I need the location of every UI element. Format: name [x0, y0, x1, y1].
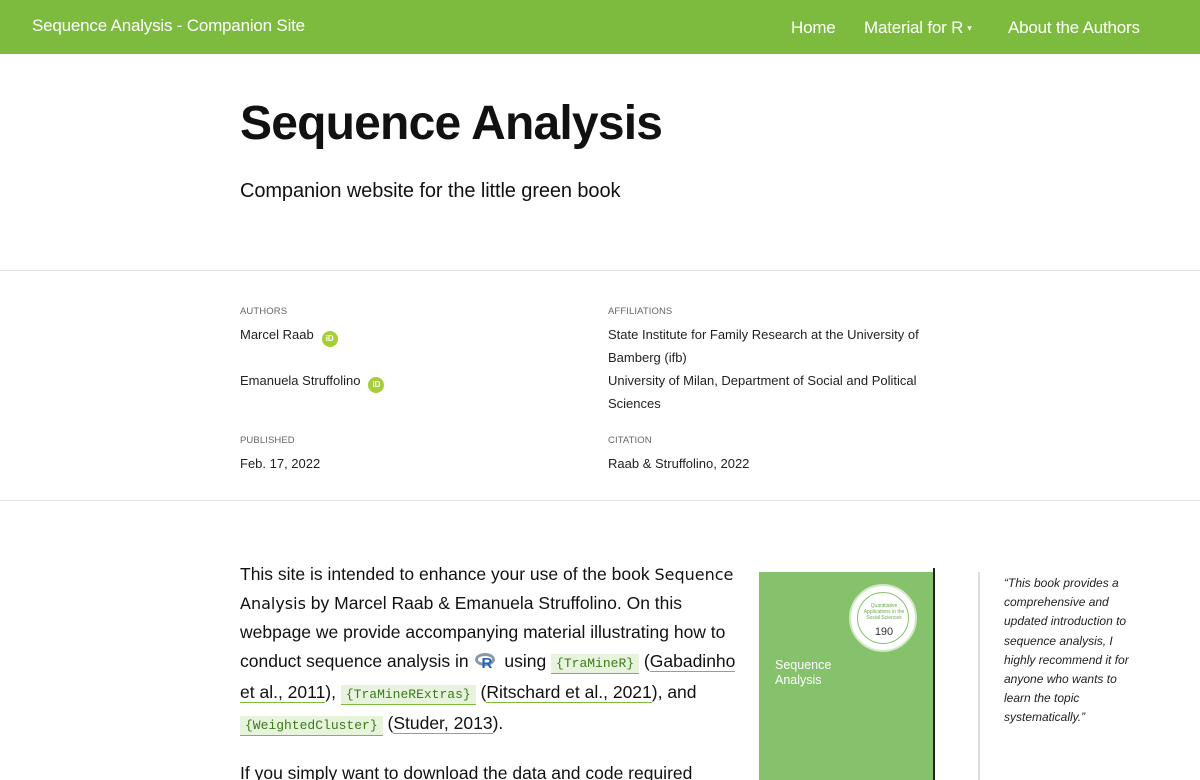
affiliations-heading: AFFILIATIONS [608, 306, 673, 317]
citation-heading: CITATION [608, 435, 652, 446]
text-segment: using [499, 651, 552, 671]
package-link-traminerextras[interactable]: {TraMineRExtras} [340, 685, 476, 705]
orcid-icon[interactable]: iD [321, 331, 338, 347]
intro-paragraph: This site is intended to enhance your us… [240, 560, 752, 740]
cover-title: Sequence Analysis [775, 658, 832, 687]
top-navbar: Sequence Analysis - Companion Site Home … [0, 0, 1200, 54]
citation-text: Raab & Struffolino, 2022 [608, 456, 750, 471]
download-paragraph: If you simply want to download the data … [240, 763, 693, 780]
author-name: Marcel Raab [240, 327, 314, 342]
nav-about-authors-link[interactable]: About the Authors [1008, 18, 1140, 37]
site-brand-link[interactable]: Sequence Analysis - Companion Site [32, 16, 305, 35]
page-title: Sequence Analysis [240, 97, 663, 150]
citation-link-studer[interactable]: Studer, 2013 [393, 713, 493, 734]
affiliation-1: State Institute for Family Research at t… [608, 327, 919, 365]
chevron-down-icon: ▾ [967, 23, 972, 34]
series-badge-text: Quantitative Applications in the Social … [863, 603, 905, 621]
endorsement-quote: “This book provides a comprehensive and … [1004, 576, 1129, 725]
published-heading: PUBLISHED [240, 435, 295, 446]
nav-material-for-r-dropdown[interactable]: Material for R ▾ [864, 18, 972, 38]
book-title: Sequence Analysis [240, 565, 734, 613]
author-name: Emanuela Struffolino [240, 373, 361, 388]
package-link-traminer[interactable]: {TraMineR} [551, 654, 640, 674]
nav-material-label: Material for R [864, 18, 964, 37]
authors-heading: AUTHORS [240, 306, 288, 317]
r-logo-icon: R [475, 652, 497, 672]
published-date: Feb. 17, 2022 [240, 456, 321, 471]
series-badge: Quantitative Applications in the Social … [849, 584, 917, 652]
text-segment: ), and [651, 682, 697, 702]
quote-border [978, 572, 980, 780]
series-badge-ring: Quantitative Applications in the Social … [857, 592, 909, 644]
r-logo-letter: R [481, 655, 493, 672]
intro-text: This site is intended to enhance your us… [240, 560, 752, 780]
citation-link-gabadinho[interactable]: Gabadinho et al., 2011 [240, 651, 736, 703]
orcid-icon[interactable]: iD [368, 377, 385, 393]
author-2: Emanuela Struffolino iD [240, 369, 385, 393]
nav-home-link[interactable]: Home [791, 18, 836, 37]
cover-top-strip [759, 568, 933, 572]
divider-bottom [0, 500, 1200, 501]
author-1: Marcel Raab iD [240, 323, 338, 347]
citation-link-ritschard[interactable]: Ritschard et al., 2021 [486, 682, 652, 703]
book-cover-image: Quantitative Applications in the Social … [759, 568, 935, 780]
series-badge-number: 190 [874, 626, 894, 638]
affiliation-2: University of Milan, Department of Socia… [608, 373, 917, 411]
text-segment: by Marcel Raab & Emanuela Struffolino. O… [240, 593, 726, 671]
divider-top [0, 270, 1200, 271]
page-subtitle: Companion website for the little green b… [240, 180, 621, 202]
package-link-weightedcluster[interactable]: {WeightedCluster} [240, 716, 383, 736]
text-segment: This site is intended to enhance your us… [240, 564, 655, 584]
